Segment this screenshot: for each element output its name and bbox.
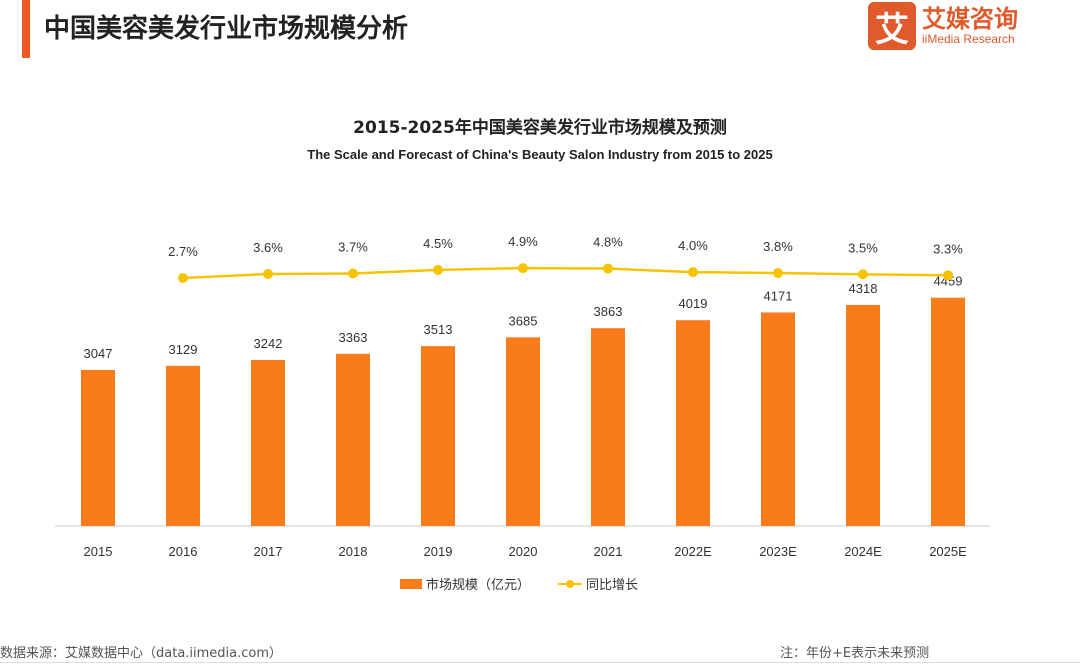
growth-label: 2.7% [168, 244, 198, 259]
growth-point [773, 268, 783, 279]
chart-title: 2015-2025年中国美容美发行业市场规模及预测 [353, 118, 727, 138]
bar [506, 337, 540, 526]
bar-value-label: 3242 [254, 336, 283, 351]
x-tick-label: 2025E [929, 544, 967, 559]
logo-en: iiMedia Research [922, 32, 1015, 46]
bar-value-label: 3129 [169, 342, 198, 357]
legend-line-swatch [558, 578, 583, 590]
growth-point [943, 270, 953, 281]
growth-point [348, 268, 358, 279]
bar [421, 346, 455, 526]
bar [336, 353, 370, 526]
bar [591, 328, 625, 526]
bar [81, 369, 115, 526]
logo: 艾 艾媒咨询 iiMedia Research [868, 2, 1018, 50]
x-tick-label: 2019 [424, 544, 453, 559]
page-title: 中国美容美发行业市场规模分析 [44, 14, 409, 44]
x-tick-label: 2017 [254, 544, 283, 559]
growth-line [182, 266, 949, 280]
bar-value-label: 3513 [424, 322, 453, 337]
bar [676, 320, 710, 526]
x-tick-label: 2016 [169, 544, 198, 559]
growth-point [603, 263, 613, 274]
title-accent-bar [22, 0, 30, 58]
bar-value-label: 4318 [849, 281, 878, 296]
bar [846, 304, 880, 526]
bar [931, 297, 965, 526]
bar-value-label: 4171 [764, 288, 793, 303]
bar-value-label: 3863 [594, 304, 623, 319]
growth-point [263, 268, 273, 279]
x-tick-label: 2015 [84, 544, 113, 559]
growth-point [178, 273, 188, 283]
bar-value-label: 4019 [679, 296, 708, 311]
x-tick-label: 2021 [594, 544, 623, 559]
growth-label: 4.9% [508, 234, 538, 249]
bar [761, 312, 795, 526]
divider [0, 662, 1080, 663]
bar [166, 365, 200, 526]
logo-mark: 艾 [868, 2, 916, 50]
bar-value-label: 3047 [84, 346, 113, 361]
bar-value-label: 4459 [934, 274, 963, 289]
legend-line-label: 同比增长 [586, 578, 639, 593]
growth-label: 3.5% [848, 240, 878, 255]
x-tick-label: 2023E [759, 544, 797, 559]
growth-label: 3.7% [338, 240, 368, 255]
growth-label: 4.0% [678, 238, 708, 253]
x-tick-label: 2024E [844, 544, 882, 559]
bar-value-label: 3363 [339, 330, 368, 345]
growth-label: 3.8% [763, 239, 793, 254]
x-tick-label: 2018 [339, 544, 368, 559]
growth-point [688, 267, 698, 278]
growth-label: 3.6% [253, 240, 283, 255]
growth-label: 3.3% [933, 241, 963, 256]
x-tick-label: 2020 [509, 544, 538, 559]
chart-subtitle: The Scale and Forecast of China's Beauty… [307, 147, 773, 162]
x-tick-label: 2022E [674, 544, 712, 559]
bar-value-label: 3685 [509, 313, 538, 328]
footnote: 注：年份+E表示未来预测 [780, 646, 930, 661]
logo-cn: 艾媒咨询 [922, 5, 1018, 33]
growth-label: 4.8% [593, 235, 623, 250]
growth-point [433, 264, 443, 275]
bar [251, 360, 285, 526]
legend: 市场规模（亿元） 同比增长 [400, 574, 638, 593]
growth-label: 4.5% [423, 236, 453, 251]
legend-bar-label: 市场规模（亿元） [426, 578, 531, 593]
legend-bar-swatch [400, 578, 422, 589]
growth-point [858, 269, 868, 280]
data-source: 数据来源：艾媒数据中心（data.iimedia.com） [0, 646, 283, 661]
growth-point [518, 263, 528, 274]
